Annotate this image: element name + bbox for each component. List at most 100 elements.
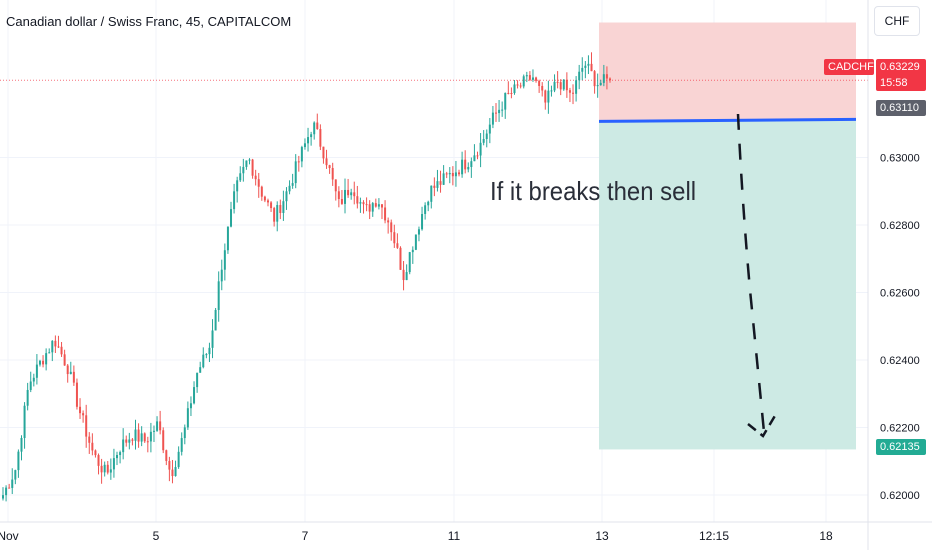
candle-body xyxy=(122,439,125,453)
candle-body xyxy=(285,191,288,202)
price-axis-label: 0.62600 xyxy=(880,288,920,300)
candle-body xyxy=(593,71,596,87)
candle-body xyxy=(106,464,109,473)
candle-body xyxy=(288,185,291,192)
price-axis-label: 0.62200 xyxy=(880,423,920,435)
candle-body xyxy=(350,192,353,196)
price-axis-label: 0.63000 xyxy=(880,153,920,165)
candle-body xyxy=(609,78,611,81)
candle-body xyxy=(458,172,461,175)
candle-body xyxy=(430,185,433,202)
candle-body xyxy=(544,90,547,103)
candle-body xyxy=(325,158,328,166)
candle-body xyxy=(168,460,171,470)
candle-body xyxy=(510,93,513,95)
candle-body xyxy=(193,387,196,404)
candle-body xyxy=(387,220,390,223)
candle-body xyxy=(448,172,451,175)
candle-body xyxy=(297,161,300,163)
candle-body xyxy=(159,421,162,431)
candle-body xyxy=(26,389,29,406)
candle-body xyxy=(461,159,464,175)
candle-body xyxy=(319,129,322,147)
candle-body xyxy=(322,146,325,159)
stop-loss-zone[interactable] xyxy=(599,22,856,121)
candle-body xyxy=(516,84,519,86)
candle-body xyxy=(11,479,14,488)
candle-body xyxy=(470,161,473,168)
candle-body xyxy=(414,234,417,250)
time-axis-label: Nov xyxy=(0,529,19,543)
candle-body xyxy=(174,467,177,477)
candle-body xyxy=(217,281,220,310)
candle-body xyxy=(165,450,168,461)
candle-body xyxy=(270,202,273,209)
text-annotation[interactable]: If it breaks then sell xyxy=(490,176,697,206)
candle-body xyxy=(553,81,556,91)
candle-body xyxy=(316,122,319,130)
candle-body xyxy=(88,436,91,443)
candle-body xyxy=(137,429,140,442)
candle-body xyxy=(522,76,525,87)
candle-body xyxy=(85,415,88,437)
candle-body xyxy=(220,269,223,282)
candle-body xyxy=(371,203,374,212)
candle-body xyxy=(581,67,584,72)
candle-body xyxy=(411,249,414,253)
arrow-head[interactable] xyxy=(747,413,778,438)
candle-body xyxy=(5,487,8,496)
down-arrow-drawing[interactable] xyxy=(736,113,778,438)
candle-body xyxy=(45,353,48,365)
candle-body xyxy=(399,247,402,270)
entry-price-tag: 0.63110 xyxy=(876,100,926,116)
candle-body xyxy=(248,159,251,161)
candle-body xyxy=(541,85,544,91)
candle-body xyxy=(599,82,602,86)
time-axis-label: 7 xyxy=(302,529,309,543)
candle-body xyxy=(344,189,347,204)
chart-title: Canadian dollar / Swiss Franc, 45, CAPIT… xyxy=(6,14,292,29)
candle-body xyxy=(134,429,137,441)
candle-body xyxy=(79,406,82,414)
candle-body xyxy=(380,204,383,208)
candle-body xyxy=(8,487,11,489)
currency-button[interactable]: CHF xyxy=(874,6,920,36)
arrow-shaft[interactable] xyxy=(736,113,766,433)
candle-body xyxy=(23,405,26,438)
candle-body xyxy=(202,354,205,368)
take-profit-zone[interactable] xyxy=(599,120,856,450)
candle-body xyxy=(353,192,356,197)
candle-body xyxy=(183,427,186,439)
candle-body xyxy=(199,367,202,373)
candle-body xyxy=(313,122,316,135)
price-axis-label: 0.62400 xyxy=(880,355,920,367)
candle-body xyxy=(596,85,599,87)
candle-body xyxy=(454,172,457,177)
candle-body xyxy=(230,209,233,227)
candle-body xyxy=(584,65,587,68)
candle-body xyxy=(340,199,343,204)
candle-body xyxy=(507,92,510,94)
candle-body xyxy=(307,137,310,144)
time-axis-label: 11 xyxy=(448,529,461,543)
candle-body xyxy=(578,71,581,81)
entry-price-line[interactable] xyxy=(598,117,857,123)
candle-body xyxy=(359,202,362,204)
candle-body xyxy=(547,90,550,103)
candle-body xyxy=(125,439,128,443)
candle-body xyxy=(328,165,331,169)
candle-body xyxy=(97,455,100,466)
candle-body xyxy=(72,371,75,383)
candle-body xyxy=(513,84,516,94)
candle-body xyxy=(476,155,479,157)
candle-body xyxy=(251,159,254,176)
candle-body xyxy=(442,173,445,185)
candle-body xyxy=(417,229,420,235)
candle-body xyxy=(208,347,211,355)
candle-body xyxy=(479,142,482,156)
candle-body xyxy=(257,179,260,187)
candle-body xyxy=(29,381,32,390)
candle-body xyxy=(310,134,313,138)
